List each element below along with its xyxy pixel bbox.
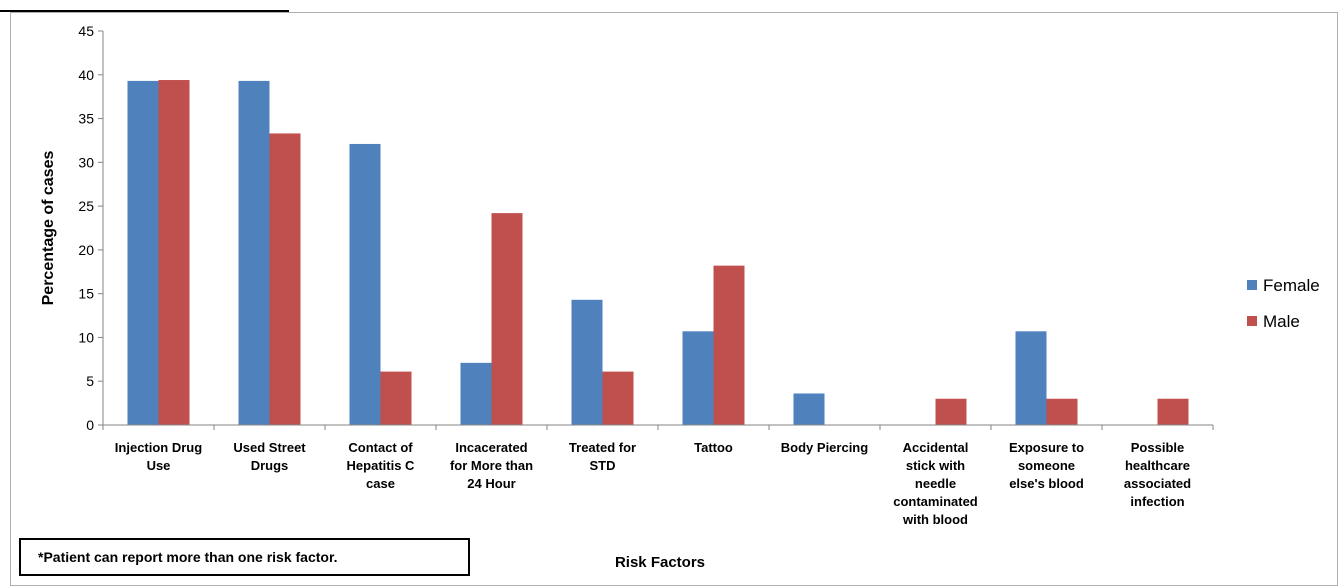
legend: Female Male: [1247, 276, 1320, 331]
x-tick-label: Treated for STD: [569, 440, 636, 473]
y-tick-label: 35: [78, 111, 94, 127]
y-tick-label: 0: [86, 417, 94, 433]
legend-swatch-male: [1247, 316, 1257, 326]
bar-female: [682, 331, 714, 425]
y-tick-label: 5: [86, 373, 94, 389]
bar-female: [571, 299, 603, 425]
legend-label-male: Male: [1263, 312, 1300, 331]
x-tick-label: Injection Drug Use: [115, 440, 202, 473]
footnote-box: *Patient can report more than one risk f…: [19, 538, 470, 576]
y-axis: 0 5 10 15 20 25 30 35 40 45: [78, 23, 104, 433]
y-tick-label: 30: [78, 154, 94, 170]
legend-label-female: Female: [1263, 276, 1320, 295]
bar-male: [1046, 398, 1078, 425]
bar-male: [602, 371, 634, 425]
bar-male: [158, 80, 190, 425]
y-axis-label: Percentage of cases: [40, 151, 57, 306]
x-tick-label: Incacerated for More than 24 Hour: [450, 440, 533, 491]
y-tick-label: 20: [78, 242, 94, 258]
x-tick-label: Accidental stick with needle contaminated wi…: [893, 440, 978, 527]
bars: [127, 80, 1189, 426]
y-tick-label: 40: [78, 67, 94, 83]
x-axis-label: Risk Factors: [615, 554, 705, 571]
x-tick-label: Used Street Drugs: [233, 440, 306, 473]
y-tick-label: 10: [78, 329, 94, 345]
bar-male: [1157, 398, 1189, 425]
bar-female: [238, 80, 270, 425]
bar-female: [1015, 331, 1047, 425]
bar-female: [127, 80, 159, 425]
bar-female: [460, 362, 492, 425]
x-axis: Injection Drug Use Used Street Drugs Contact…: [102, 424, 1214, 527]
x-tick-label: Body Piercing: [781, 440, 868, 455]
bar-female: [793, 393, 825, 425]
bar-male: [380, 371, 412, 425]
chart-frame: [10, 12, 1338, 586]
x-tick-label: Exposure to someone else's blood: [1009, 440, 1084, 491]
y-tick-label: 25: [78, 198, 94, 214]
bar-male: [269, 133, 301, 425]
y-tick-label: 15: [78, 286, 94, 302]
bar-male: [935, 398, 967, 425]
bar-female: [349, 143, 381, 426]
x-tick-label: Possible healthcare associated infection: [1124, 440, 1191, 509]
bar-male: [491, 213, 523, 425]
footnote-text: *Patient can report more than one risk f…: [38, 549, 338, 565]
x-tick-label: Tattoo: [694, 440, 733, 455]
legend-swatch-female: [1247, 280, 1257, 290]
y-tick-label: 45: [78, 23, 94, 39]
bar-male: [713, 265, 745, 425]
top-rule: [0, 10, 289, 12]
